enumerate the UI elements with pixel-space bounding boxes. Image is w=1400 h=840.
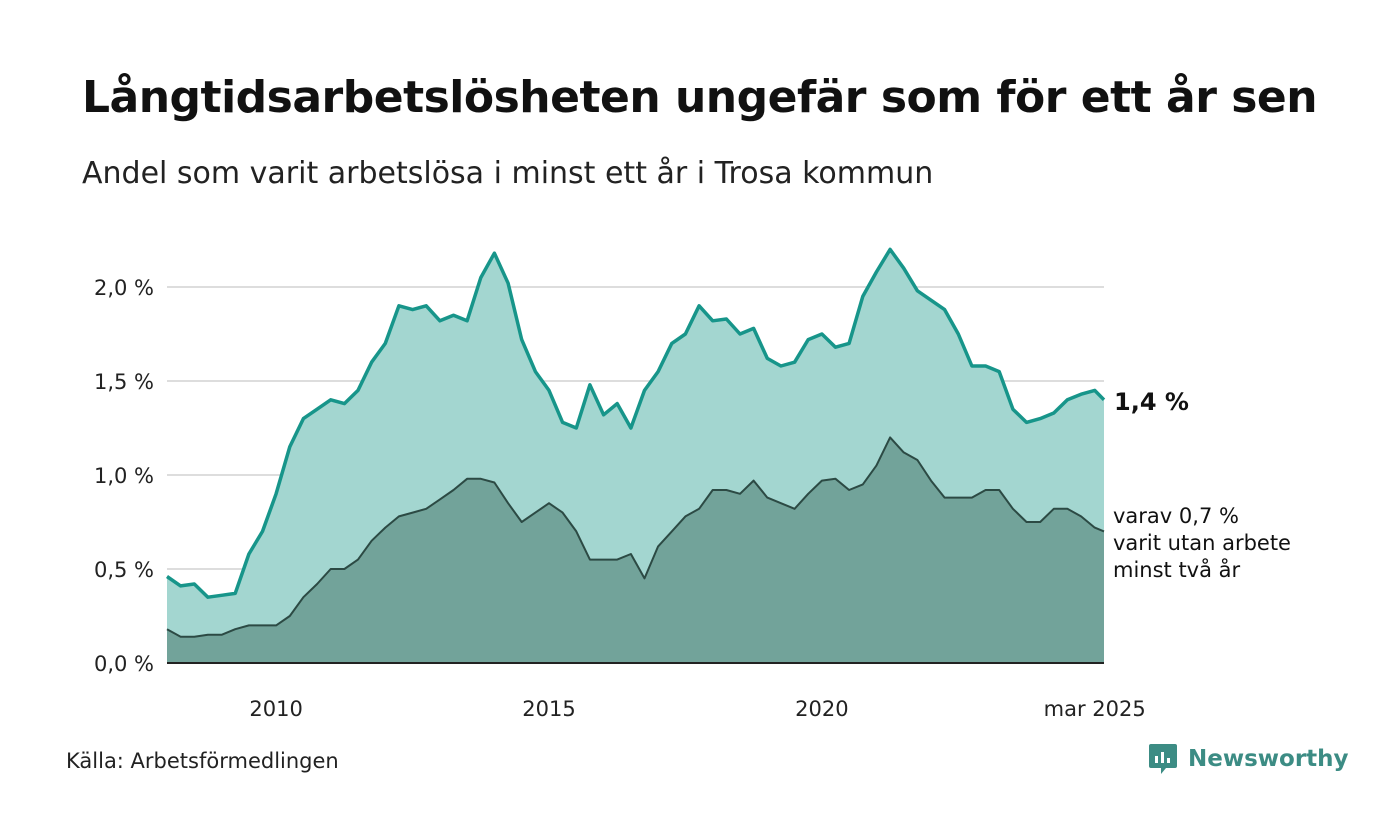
newsworthy-logo-icon: [1149, 744, 1177, 774]
y-tick-label: 1,0 %: [94, 464, 154, 488]
x-tick-label: 2020: [795, 697, 848, 721]
chart-subtitle: Andel som varit arbetslösa i minst ett å…: [82, 156, 934, 191]
x-tick-label: 2015: [522, 697, 575, 721]
brand-name: Newsworthy: [1188, 746, 1349, 772]
long-term-line: [166, 436, 1105, 638]
total-line: [166, 247, 1106, 599]
y-tick-label: 1,5 %: [94, 370, 154, 394]
axes: 0,0 % 0,5 % 1,0 % 1,5 % 2,0 % 2010 2015 2020 mar…: [94, 276, 1146, 721]
long-term-end-label: varit utan arbete: [1113, 531, 1291, 555]
x-tick-label: 2010: [249, 697, 302, 721]
chart-title: Långtidsarbetslösheten ungefär som för e…: [82, 72, 1318, 123]
source-note: Källa: Arbetsförmedlingen: [66, 749, 339, 773]
brand[interactable]: Newsworthy: [1148, 742, 1349, 776]
total-end-label: 1,4 %: [1114, 388, 1189, 416]
y-tick-label: 0,0 %: [94, 652, 154, 676]
y-tick-label: 0,5 %: [94, 558, 154, 582]
long-term-area: [167, 437, 1104, 663]
long-term-end-label: minst två år: [1113, 557, 1241, 582]
areas: [166, 247, 1106, 663]
long-term-end-label: varav 0,7 %: [1113, 504, 1239, 528]
x-tick-label: mar 2025: [1044, 697, 1146, 721]
y-tick-label: 2,0 %: [94, 276, 154, 300]
